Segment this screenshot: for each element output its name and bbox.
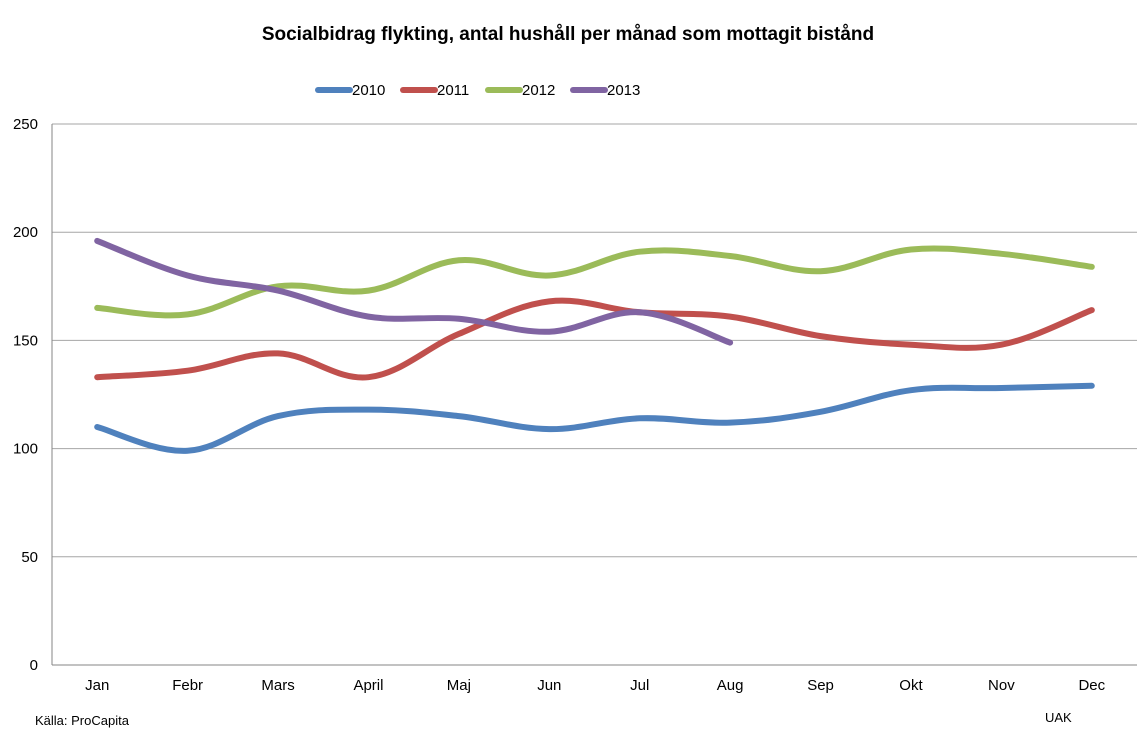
x-tick-label: Jun (537, 677, 561, 694)
y-tick-label: 150 (13, 332, 38, 349)
chart-legend: 2010 2011 2012 2013 (315, 82, 640, 99)
legend-label: 2012 (522, 82, 555, 99)
x-axis: Jan Febr Mars April Maj Jun Jul Aug Sep Okt Nov Dec (85, 677, 1106, 694)
legend-label: 2011 (437, 82, 469, 99)
series-line-2013 (94, 237, 734, 346)
y-tick-label: 50 (21, 549, 38, 566)
y-tick-label: 200 (13, 224, 38, 241)
series-lines (94, 237, 1095, 454)
x-tick-label: April (353, 677, 383, 694)
x-tick-label: Dec (1078, 677, 1105, 694)
chart-title: Socialbidrag flykting, antal hushåll per… (262, 24, 874, 45)
x-tick-label: Sep (807, 677, 834, 694)
source-note: Källa: ProCapita (35, 713, 130, 728)
uak-label: UAK (1045, 710, 1072, 725)
x-tick-label: Maj (447, 677, 471, 694)
series-line-2010 (94, 382, 1095, 454)
series-line-2011 (94, 297, 1095, 381)
legend-label: 2010 (352, 82, 385, 99)
x-tick-label: Okt (899, 677, 923, 694)
y-axis: 0 50 100 150 200 250 (13, 116, 38, 674)
y-tick-label: 250 (13, 116, 38, 133)
y-tick-label: 0 (30, 657, 38, 674)
x-tick-label: Jul (630, 677, 649, 694)
y-tick-label: 100 (13, 441, 38, 458)
x-tick-label: Aug (717, 677, 744, 694)
legend-label: 2013 (607, 82, 640, 99)
x-tick-label: Febr (172, 677, 203, 694)
x-tick-label: Mars (261, 677, 294, 694)
gridlines (51, 123, 1137, 666)
x-tick-label: Jan (85, 677, 109, 694)
x-tick-label: Nov (988, 677, 1015, 694)
